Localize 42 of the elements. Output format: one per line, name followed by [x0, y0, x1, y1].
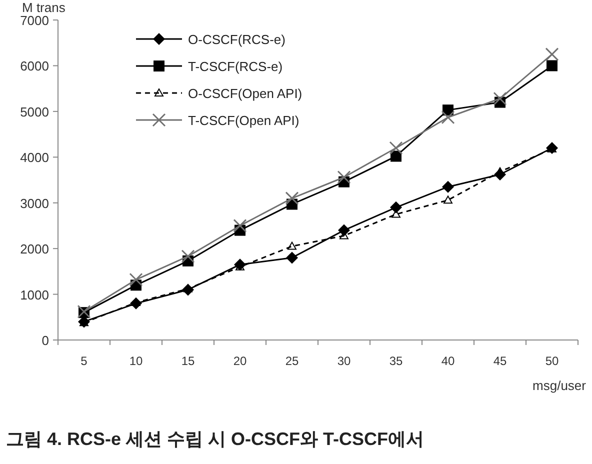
y-tick-label: 2000 — [20, 242, 49, 257]
legend-label: O-CSCF(Open API) — [188, 86, 302, 101]
x-tick-label: 5 — [80, 354, 88, 368]
y-tick-label: 4000 — [20, 150, 49, 166]
x-tick-label: 50 — [545, 354, 559, 368]
y-tick-label: 5000 — [20, 104, 49, 120]
point — [181, 250, 195, 264]
x-tick-label: 25 — [285, 354, 299, 368]
y-tick-label: 0 — [42, 333, 49, 348]
point — [493, 92, 507, 106]
point — [233, 218, 247, 232]
y-tick-label: 7000 — [20, 13, 49, 28]
legend-label: T-CSCF(Open API) — [188, 113, 300, 128]
y-tick-label: 1000 — [20, 287, 49, 302]
point — [442, 180, 454, 193]
x-tick-label: 20 — [233, 354, 247, 368]
point — [389, 141, 403, 155]
legend-label: T-CSCF(RCS-e) — [188, 59, 283, 74]
y-tick-label: 3000 — [20, 196, 49, 211]
x-tick-label: 40 — [441, 354, 455, 368]
x-tick-label: 10 — [129, 354, 143, 368]
point — [129, 272, 143, 286]
legend-label: O-CSCF(RCS-e) — [188, 32, 286, 47]
point — [337, 170, 351, 184]
point — [390, 201, 402, 214]
x-axis-title: msg/user — [532, 378, 587, 393]
point — [285, 192, 299, 206]
x-tick-label: 35 — [389, 354, 403, 368]
caption: 그림 4. RCS-e 세션 수립 시 O-CSCF와 T-CSCF에서 — [6, 429, 424, 449]
y-axis-title: M trans — [22, 0, 66, 15]
y-tick-label: 6000 — [20, 58, 49, 74]
x-tick-label: 30 — [337, 354, 351, 368]
x-tick-label: 15 — [181, 354, 195, 368]
point — [444, 196, 452, 204]
point — [288, 242, 296, 250]
point — [441, 110, 455, 124]
point — [546, 60, 558, 72]
point — [338, 224, 350, 236]
point — [286, 252, 298, 264]
x-tick-label: 45 — [493, 354, 507, 368]
point — [545, 48, 559, 62]
point — [77, 304, 91, 318]
